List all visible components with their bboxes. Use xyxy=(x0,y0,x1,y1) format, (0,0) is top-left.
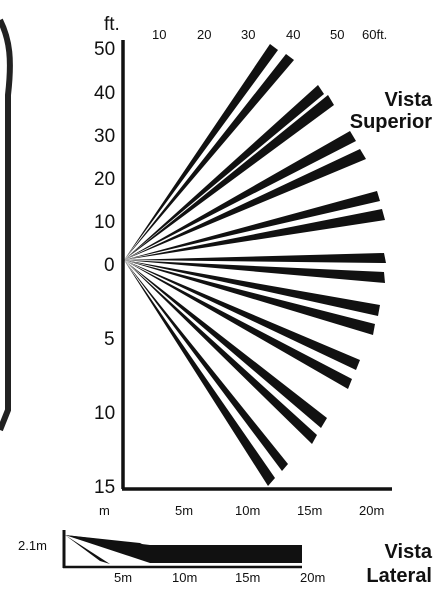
left-tick-30: 30 xyxy=(94,126,115,147)
top-tick-30: 30 xyxy=(241,27,255,42)
unit-ft-label: ft. xyxy=(104,14,120,35)
left-tick-50: 50 xyxy=(94,39,115,60)
side-view-title-line1: Vista xyxy=(385,541,433,563)
unit-m-label: m xyxy=(99,503,110,518)
top-beam-12 xyxy=(124,260,375,335)
left-tick-10b: 10 xyxy=(94,403,115,424)
top-beam-8 xyxy=(124,209,385,260)
side-beam-3 xyxy=(65,535,110,564)
left-tick-0: 0 xyxy=(104,255,115,276)
side-view-main-beam xyxy=(150,545,302,563)
top-beam-18 xyxy=(124,260,275,486)
side-tick-10m: 10m xyxy=(172,570,197,585)
bottom-tick-10m: 10m xyxy=(235,503,260,518)
top-beam-14 xyxy=(124,260,352,389)
device-outline xyxy=(0,18,13,432)
top-tick-50: 50 xyxy=(330,27,344,42)
left-tick-20: 20 xyxy=(94,169,115,190)
top-beam-5 xyxy=(124,131,356,260)
bottom-tick-5m: 5m xyxy=(175,503,193,518)
side-height-label: 2.1m xyxy=(18,538,47,553)
top-beam-17 xyxy=(124,260,288,471)
top-tick-10: 10 xyxy=(152,27,166,42)
top-beam-3 xyxy=(124,85,324,260)
top-beam-4 xyxy=(124,95,334,260)
left-tick-40: 40 xyxy=(94,83,115,104)
top-view-title-line2: Superior xyxy=(350,111,432,133)
bottom-tick-20m: 20m xyxy=(359,503,384,518)
side-tick-20m: 20m xyxy=(300,570,325,585)
side-beam-main-wedge xyxy=(65,535,150,563)
bottom-tick-15m: 15m xyxy=(297,503,322,518)
left-tick-10: 10 xyxy=(94,212,115,233)
top-tick-40: 40 xyxy=(286,27,300,42)
left-tick-5: 5 xyxy=(104,329,115,350)
side-tick-5m: 5m xyxy=(114,570,132,585)
top-beam-11 xyxy=(124,260,380,316)
top-tick-20: 20 xyxy=(197,27,211,42)
top-beam-15 xyxy=(124,260,327,428)
top-beam-9 xyxy=(124,253,386,263)
side-view-beams xyxy=(65,535,150,564)
left-tick-15: 15 xyxy=(94,477,115,498)
side-tick-15m: 15m xyxy=(235,570,260,585)
top-beam-2 xyxy=(124,54,294,260)
side-view-title-line2: Lateral xyxy=(366,565,432,587)
top-view-beams xyxy=(124,44,386,486)
top-beam-10 xyxy=(124,260,385,283)
top-view-title-line1: Vista xyxy=(385,89,433,111)
top-beam-6 xyxy=(124,149,366,260)
top-beam-1 xyxy=(124,44,278,260)
top-tick-60ft: 60ft. xyxy=(362,27,387,42)
top-beam-7 xyxy=(124,191,380,260)
top-beam-16 xyxy=(124,260,317,444)
top-beam-13 xyxy=(124,260,360,370)
